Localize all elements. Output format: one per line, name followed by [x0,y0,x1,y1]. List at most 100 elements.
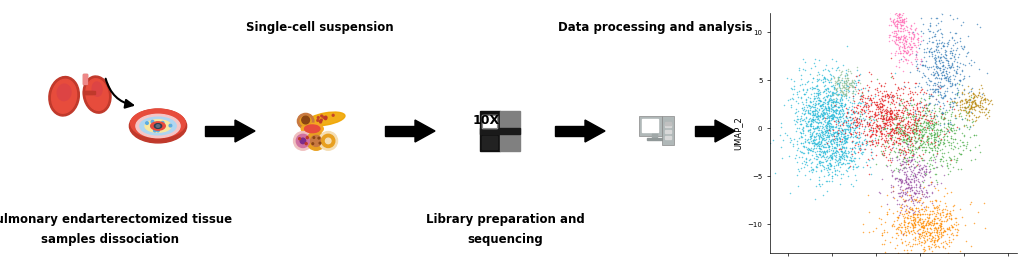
Point [827,129,844,134]
Point [896,49,912,53]
Point [892,180,908,184]
Point [819,123,836,128]
Point [912,132,928,137]
Point [812,139,828,144]
Point [918,46,934,50]
Point [848,65,864,69]
Point [843,104,859,108]
Point [955,108,971,112]
Point [814,151,830,155]
Point [931,224,948,228]
Point [807,142,823,146]
Point [904,131,920,135]
Point [844,98,860,102]
Point [933,229,950,234]
Point [941,65,957,69]
Point [834,105,850,109]
Point [910,144,926,148]
Point [847,92,863,97]
Point [907,150,923,154]
Point [929,216,946,221]
Point [931,58,948,62]
Point [943,65,959,69]
Point [827,81,844,85]
Point [837,148,853,152]
Point [891,194,907,198]
Point [944,51,960,55]
Point [797,92,813,96]
Point [915,105,931,109]
Point [908,189,924,193]
Point [916,240,932,244]
Point [955,43,971,48]
Point [948,227,964,232]
Point [889,85,905,89]
Point [811,104,827,108]
Point [808,130,824,135]
Point [926,90,943,94]
Point [906,110,922,115]
Point [820,97,837,101]
Point [888,95,904,99]
Point [895,100,911,104]
Point [833,93,849,97]
Point [898,48,914,52]
Point [819,102,836,106]
Point [883,127,900,132]
Point [897,242,913,247]
Point [914,140,930,144]
Circle shape [317,117,319,118]
Point [803,141,819,145]
Point [842,149,858,153]
Point [828,92,845,96]
Point [881,138,898,142]
Point [933,129,950,133]
Point [959,84,975,88]
Point [890,102,906,106]
Point [904,185,920,189]
Point [845,164,861,168]
Point [811,161,827,165]
Point [832,104,848,108]
Point [874,127,891,131]
Point [879,110,896,114]
Point [802,124,818,128]
Point [911,218,927,222]
Point [963,96,979,100]
Point [834,120,850,124]
Point [827,100,844,104]
Point [900,183,916,187]
Point [832,146,848,151]
Point [941,227,957,231]
Point [851,73,867,77]
Point [846,151,862,155]
Point [804,120,820,124]
Point [871,99,888,104]
Point [891,178,907,182]
Point [903,155,919,159]
Point [967,115,983,119]
Point [832,103,848,107]
Point [881,102,898,106]
Point [927,133,944,137]
Point [834,128,850,132]
Point [794,87,810,91]
Point [937,232,954,236]
Point [846,173,862,177]
Point [899,137,915,141]
Point [869,102,886,106]
Point [967,104,983,108]
Point [819,105,836,110]
Point [808,84,824,88]
Point [945,59,961,63]
Point [913,158,929,162]
Point [823,90,840,94]
Point [919,118,935,123]
Point [804,109,820,113]
Point [871,191,888,195]
Point [862,93,878,97]
Point [846,134,862,138]
Point [886,115,902,119]
Point [923,238,940,242]
Point [840,124,856,128]
